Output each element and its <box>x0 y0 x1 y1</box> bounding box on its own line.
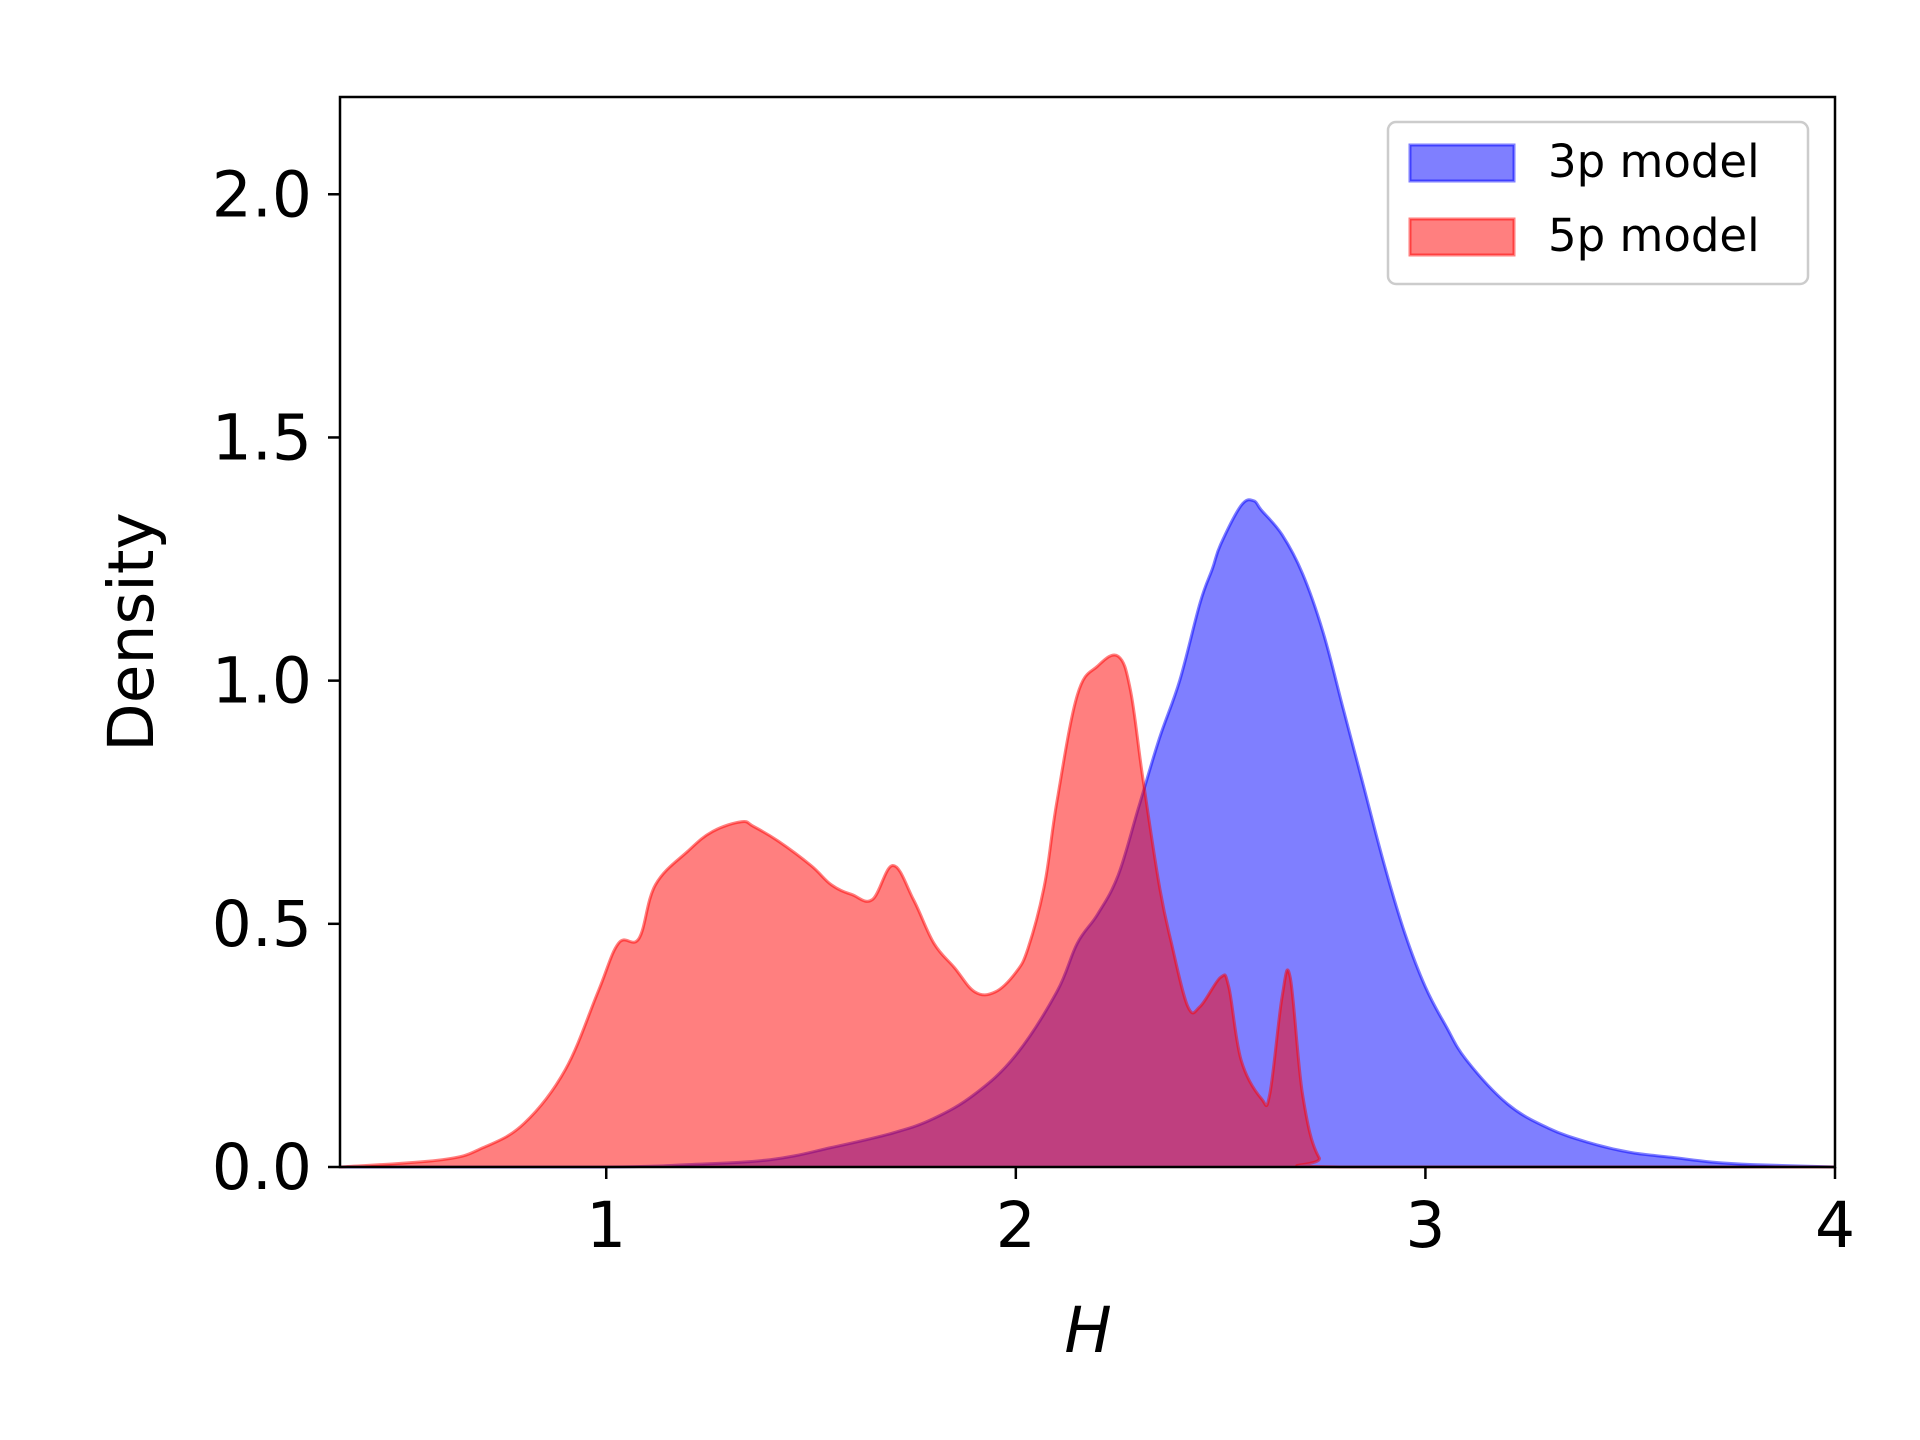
legend-label-5p-model: 5p model <box>1548 209 1760 262</box>
legend-label-3p-model: 3p model <box>1548 135 1760 188</box>
y-tick-label: 1.0 <box>212 645 312 718</box>
series-area-5p-model <box>340 654 1835 1167</box>
y-tick-label: 0.0 <box>212 1131 312 1204</box>
y-tick-label: 2.0 <box>212 158 312 231</box>
series-line-5p-model <box>339 653 1835 1169</box>
plot-areas <box>339 498 1836 1169</box>
plot-frame <box>338 95 1837 1169</box>
y-tick-label: 0.5 <box>212 888 312 961</box>
legend: 3p model 5p model <box>1386 120 1810 286</box>
x-tick-label: 4 <box>1815 1189 1855 1262</box>
x-axis-ticks: 1 2 3 4 <box>586 1167 1855 1262</box>
x-axis-label: H <box>1064 1294 1111 1367</box>
y-axis-label: Density <box>95 512 168 752</box>
legend-swatch-5p-model <box>1408 217 1516 257</box>
y-axis-ticks: 0.0 0.5 1.0 1.5 2.0 <box>212 158 340 1204</box>
x-tick-label: 1 <box>586 1189 626 1262</box>
y-tick-label: 1.5 <box>212 401 312 474</box>
legend-swatch-3p-model <box>1408 143 1516 183</box>
x-tick-label: 2 <box>996 1189 1036 1262</box>
legend-items: 3p model 5p model <box>1408 135 1760 262</box>
x-tick-label: 3 <box>1405 1189 1445 1262</box>
